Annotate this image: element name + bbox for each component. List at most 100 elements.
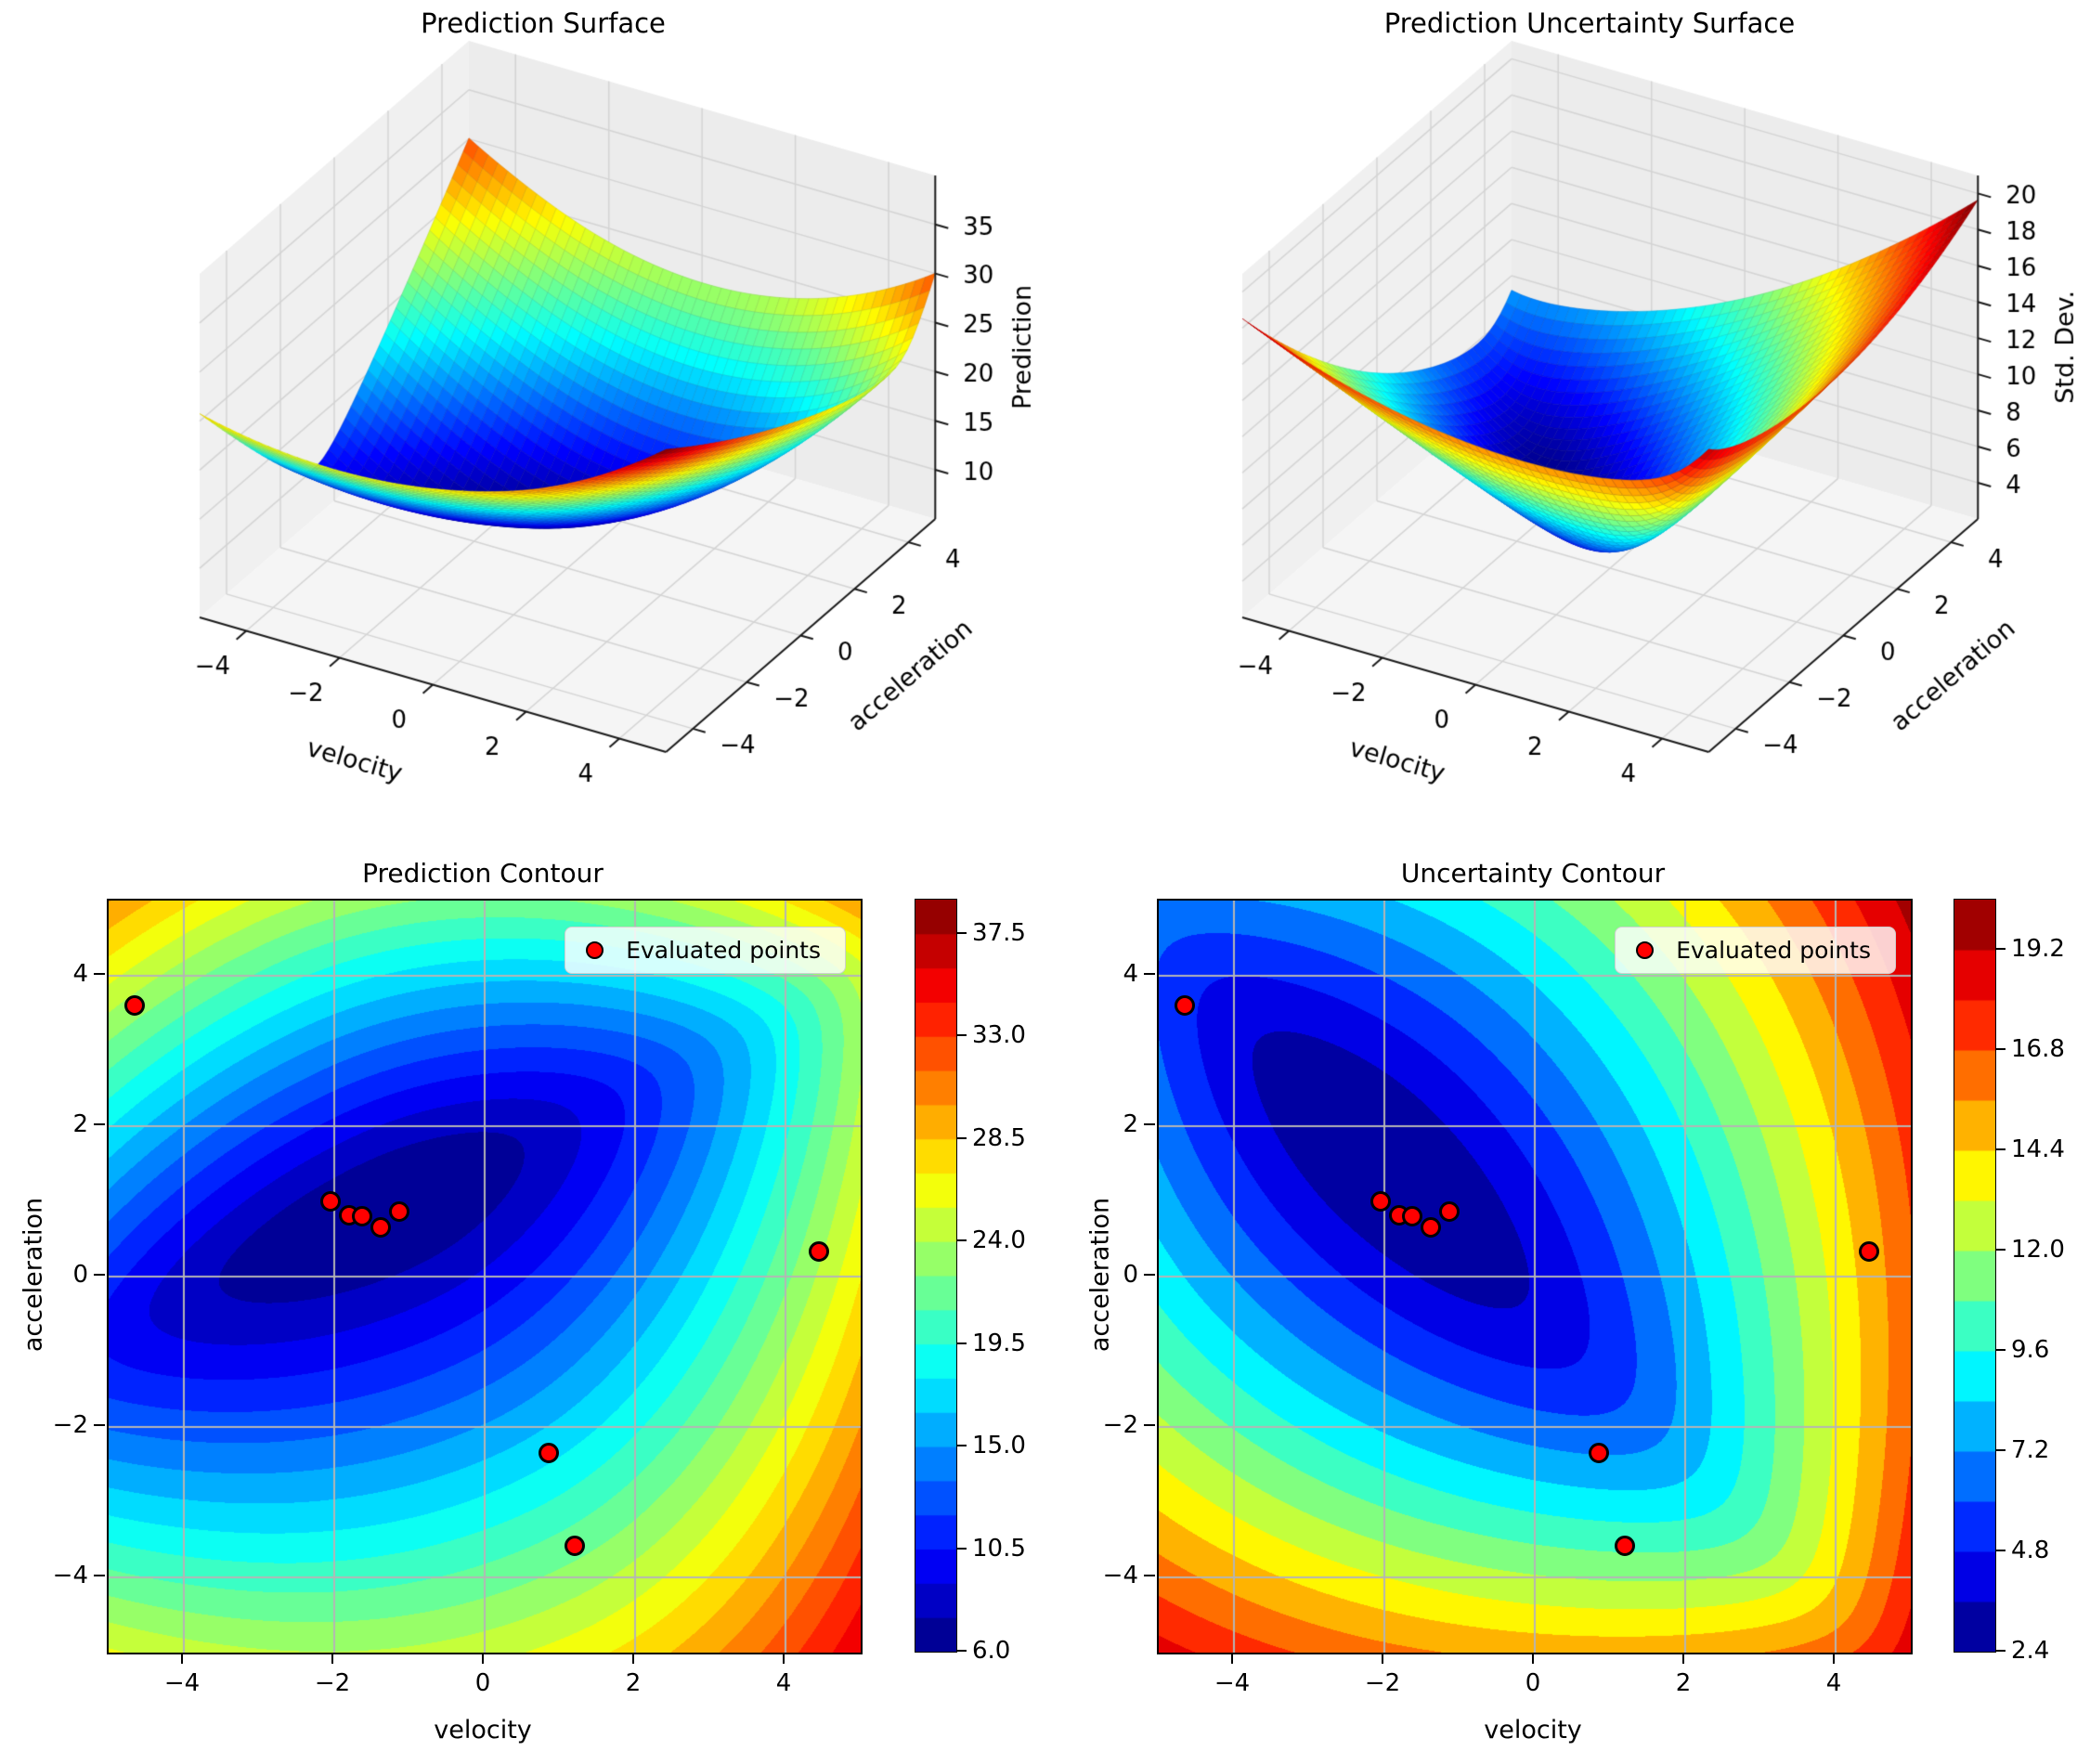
uncertainty-contour-plot: Evaluated points <box>1157 899 1913 1654</box>
evaluated-point <box>319 1191 341 1212</box>
y-tick-label: −2 <box>52 1411 88 1439</box>
colorbar-tick-mark <box>957 1034 967 1037</box>
evaluated-point <box>565 1535 586 1556</box>
prediction-colorbar <box>915 899 957 1653</box>
evaluated-point <box>389 1200 410 1222</box>
colorbar-tick-mark <box>1996 1550 2006 1551</box>
colorbar-tick-label: 12.0 <box>2011 1236 2065 1264</box>
colorbar-tick-mark <box>957 1547 967 1550</box>
y-tick-label: −4 <box>1102 1562 1138 1589</box>
x-tick-label: −2 <box>1364 1669 1401 1697</box>
colorbar-tick-mark <box>957 1650 967 1652</box>
contour2-title: Uncertainty Contour <box>1400 858 1666 888</box>
colorbar-tick-label: 19.5 <box>972 1329 1026 1357</box>
colorbar-tick-mark <box>1996 1148 2006 1150</box>
legend-label: Evaluated points <box>1676 937 1871 964</box>
x-tick-mark <box>482 1653 484 1664</box>
x-tick-label: 2 <box>1675 1669 1692 1697</box>
y-tick-mark <box>1144 1123 1155 1125</box>
colorbar-tick-mark <box>1996 948 2006 950</box>
colorbar-tick-label: 24.0 <box>972 1226 1026 1255</box>
y-tick-label: 4 <box>72 960 88 988</box>
y-tick-mark <box>94 1424 105 1426</box>
contour2-ylabel: acceleration <box>1085 1197 1115 1353</box>
x-tick-mark <box>1382 1653 1383 1664</box>
legend: Evaluated points <box>565 927 846 974</box>
prediction-contour-canvas <box>109 901 861 1653</box>
contour2-xlabel: velocity <box>1484 1716 1582 1745</box>
y-tick-mark <box>1144 1274 1155 1276</box>
uncertainty-contour-canvas <box>1159 901 1911 1653</box>
y-tick-label: 0 <box>1123 1261 1138 1289</box>
colorbar-tick-label: 14.4 <box>2011 1135 2065 1163</box>
y-tick-label: −4 <box>52 1562 88 1589</box>
colorbar-tick-mark <box>957 1239 967 1242</box>
colorbar-tick-mark <box>957 931 967 934</box>
colorbar-tick-mark <box>1996 1048 2006 1050</box>
y-tick-mark <box>94 1274 105 1276</box>
x-tick-mark <box>1532 1653 1534 1664</box>
colorbar-tick-label: 37.5 <box>972 918 1026 947</box>
colorbar-tick-label: 19.2 <box>2011 935 2065 963</box>
x-tick-label: 0 <box>1525 1669 1541 1697</box>
y-tick-mark <box>1144 1424 1155 1426</box>
colorbar-tick-mark <box>1996 1449 2006 1451</box>
evaluated-point <box>1175 995 1196 1017</box>
uncertainty-colorbar <box>1954 899 1996 1653</box>
y-tick-label: 4 <box>1123 960 1138 988</box>
y-tick-mark <box>94 973 105 975</box>
y-tick-label: 2 <box>72 1110 88 1138</box>
x-tick-label: −4 <box>163 1669 201 1697</box>
x-tick-mark <box>331 1653 333 1664</box>
colorbar-tick-label: 33.0 <box>972 1021 1026 1050</box>
y-tick-mark <box>1144 973 1155 975</box>
x-tick-mark <box>1682 1653 1684 1664</box>
legend-label: Evaluated points <box>626 937 821 964</box>
evaluated-point <box>370 1216 392 1238</box>
colorbar-tick-label: 16.8 <box>2011 1035 2065 1063</box>
colorbar-tick-mark <box>957 1342 967 1344</box>
x-tick-mark <box>632 1653 634 1664</box>
uncertainty-surface-3d-plot <box>1131 28 2090 845</box>
y-tick-mark <box>1144 1575 1155 1576</box>
colorbar-tick-label: 2.4 <box>2011 1637 2050 1665</box>
x-tick-label: 2 <box>625 1669 642 1697</box>
x-tick-mark <box>783 1653 785 1664</box>
evaluated-point <box>351 1206 372 1227</box>
colorbar-tick-label: 28.5 <box>972 1123 1026 1152</box>
evaluated-point <box>809 1241 830 1263</box>
evaluated-point <box>124 995 146 1017</box>
colorbar-tick-label: 10.5 <box>972 1534 1026 1563</box>
colorbar-tick-label: 7.2 <box>2011 1436 2050 1464</box>
evaluated-point <box>1588 1443 1609 1464</box>
colorbar-tick-label: 15.0 <box>972 1432 1026 1460</box>
y-tick-mark <box>94 1123 105 1125</box>
colorbar-tick-mark <box>1996 1349 2006 1351</box>
colorbar-tick-label: 6.0 <box>972 1637 1011 1665</box>
y-tick-label: −2 <box>1102 1411 1138 1439</box>
evaluated-points-marker-icon <box>1636 941 1655 959</box>
evaluated-point <box>1439 1200 1460 1222</box>
evaluated-point <box>1859 1241 1880 1263</box>
legend: Evaluated points <box>1615 927 1896 974</box>
contour1-ylabel: acceleration <box>19 1197 48 1353</box>
x-tick-label: 4 <box>1825 1669 1842 1697</box>
prediction-surface-3d-plot <box>88 28 1072 845</box>
x-tick-label: 0 <box>474 1669 491 1697</box>
colorbar-tick-mark <box>957 1136 967 1139</box>
colorbar-tick-label: 9.6 <box>2011 1336 2050 1364</box>
x-tick-label: −4 <box>1214 1669 1251 1697</box>
contour1-xlabel: velocity <box>434 1716 532 1745</box>
x-tick-mark <box>1833 1653 1835 1664</box>
evaluated-point <box>538 1443 559 1464</box>
evaluated-point <box>1615 1535 1636 1556</box>
colorbar-tick-mark <box>1996 1650 2006 1652</box>
x-tick-mark <box>181 1653 183 1664</box>
evaluated-point <box>1421 1216 1442 1238</box>
evaluated-points-marker-icon <box>586 941 604 959</box>
colorbar-tick-mark <box>1996 1249 2006 1251</box>
colorbar-tick-label: 4.8 <box>2011 1537 2050 1564</box>
x-tick-label: −2 <box>314 1669 351 1697</box>
y-tick-mark <box>94 1575 105 1576</box>
